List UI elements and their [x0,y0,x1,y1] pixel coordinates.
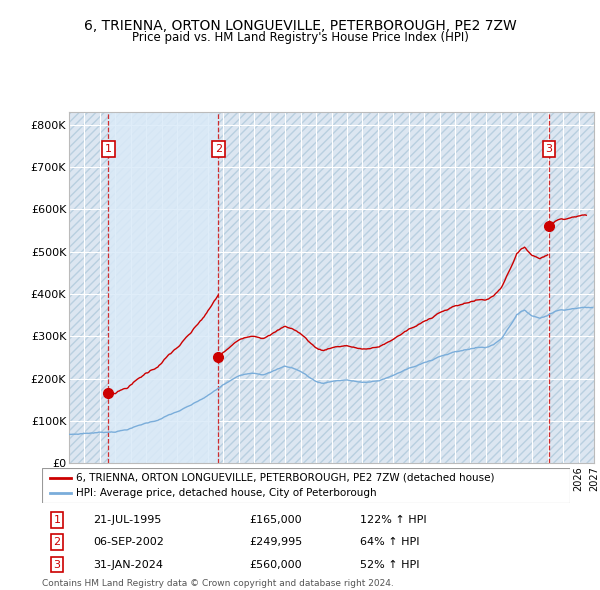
Text: £560,000: £560,000 [249,560,302,569]
Text: £249,995: £249,995 [249,537,302,547]
Text: 06-SEP-2002: 06-SEP-2002 [93,537,164,547]
Text: 3: 3 [545,144,553,154]
Text: 6, TRIENNA, ORTON LONGUEVILLE, PETERBOROUGH, PE2 7ZW (detached house): 6, TRIENNA, ORTON LONGUEVILLE, PETERBORO… [76,473,495,483]
Text: 21-JUL-1995: 21-JUL-1995 [93,515,161,525]
Text: 52% ↑ HPI: 52% ↑ HPI [360,560,419,569]
Text: 1: 1 [105,144,112,154]
Text: 6, TRIENNA, ORTON LONGUEVILLE, PETERBOROUGH, PE2 7ZW: 6, TRIENNA, ORTON LONGUEVILLE, PETERBORO… [83,19,517,33]
Text: £165,000: £165,000 [249,515,302,525]
Text: HPI: Average price, detached house, City of Peterborough: HPI: Average price, detached house, City… [76,489,377,499]
Text: 1: 1 [53,515,61,525]
Text: 122% ↑ HPI: 122% ↑ HPI [360,515,427,525]
FancyBboxPatch shape [42,468,570,503]
Bar [109,112,218,463]
Text: 64% ↑ HPI: 64% ↑ HPI [360,537,419,547]
Text: 31-JAN-2024: 31-JAN-2024 [93,560,163,569]
Text: 2: 2 [215,144,222,154]
Text: Contains HM Land Registry data © Crown copyright and database right 2024.: Contains HM Land Registry data © Crown c… [42,579,394,588]
Text: Price paid vs. HM Land Registry's House Price Index (HPI): Price paid vs. HM Land Registry's House … [131,31,469,44]
Text: 2: 2 [53,537,61,547]
Text: 3: 3 [53,560,61,569]
